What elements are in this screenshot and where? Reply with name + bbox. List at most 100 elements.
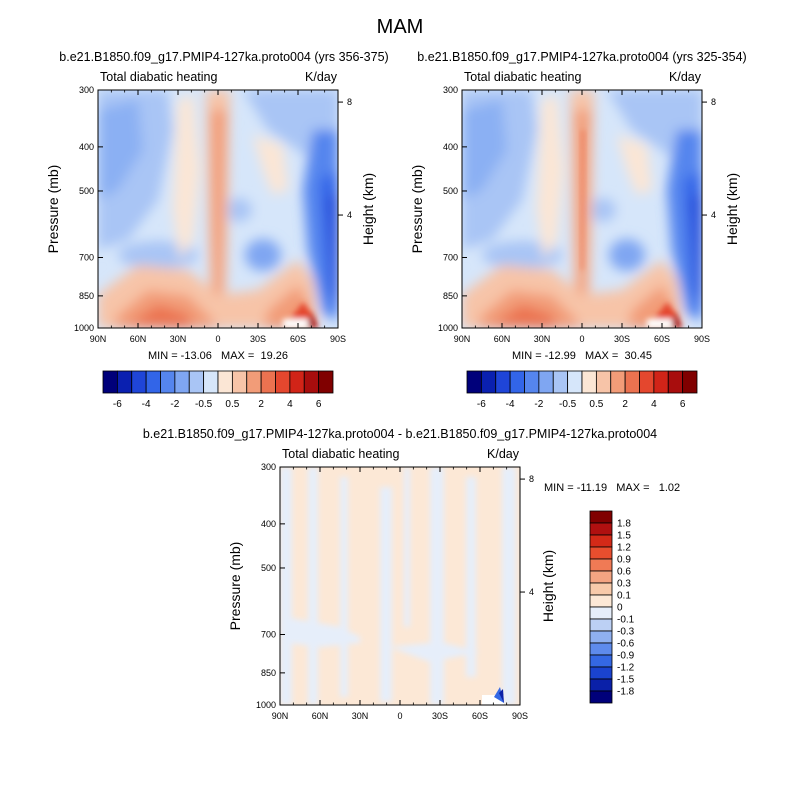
x-tick-label: 0 [397, 711, 402, 721]
colorbar-box [160, 370, 176, 394]
colorbar-box [116, 370, 133, 394]
y-tick-label: 850 [79, 291, 94, 301]
colorbar-box [231, 370, 248, 394]
x-tick-label: 30N [534, 334, 551, 344]
colorbar-label: 0.5 [225, 399, 239, 410]
y-tick-label: 1000 [74, 323, 94, 333]
colorbar-box [174, 370, 190, 394]
y-tick-label: 500 [79, 186, 94, 196]
contour-field [280, 467, 520, 705]
colorbar-label: -1.2 [617, 663, 635, 674]
colorbar-box [595, 370, 612, 394]
y-tick-label: 400 [79, 142, 94, 152]
colorbar-box [260, 370, 276, 394]
y-tick-label: 700 [443, 252, 458, 262]
axes: 90N 60N 30N 0 30S 60S 90S 300 400 500 700 850 1000 8 4 [438, 85, 716, 344]
colorbar-box [188, 370, 205, 394]
y-tick-label: 1000 [438, 323, 458, 333]
min-max-label: MIN = -12.99 MAX = 30.45 [512, 350, 652, 362]
panel-difference: b.e21.B1850.f09_g17.PMIP4-127ka.proto004… [143, 427, 680, 721]
colorbar-box [466, 370, 482, 394]
figure-title: MAM [377, 16, 424, 38]
panel-title: b.e21.B1850.f09_g17.PMIP4-127ka.proto004… [59, 50, 388, 64]
colorbar-box [303, 370, 320, 394]
x-tick-label: 60S [472, 711, 488, 721]
colorbar-box [589, 594, 613, 608]
colorbar-box [589, 630, 613, 644]
colorbar-label: -0.5 [195, 399, 213, 410]
left-string: Total diabatic heating [464, 70, 581, 84]
colorbar-box [552, 370, 569, 394]
colorbar-box [589, 510, 613, 524]
colorbar-label: 6 [316, 399, 322, 410]
colorbar-label: -2 [170, 399, 179, 410]
colorbar-label: -2 [534, 399, 543, 410]
x-tick-label: 90N [272, 711, 289, 721]
colorbar-box [589, 558, 613, 572]
colorbar-box [203, 370, 219, 394]
colorbar-label: 1.8 [617, 519, 631, 530]
right-string: K/day [669, 70, 702, 84]
x-tick-label: 90S [512, 711, 528, 721]
x-tick-label: 90N [454, 334, 471, 344]
panel-top-right: b.e21.B1850.f09_g17.PMIP4-127ka.proto004… [409, 50, 747, 410]
colorbar-box [589, 522, 613, 536]
colorbar-box [653, 370, 669, 394]
colorbar-label: -1.5 [617, 675, 635, 686]
y-tick-label: 1000 [256, 700, 276, 710]
x-tick-label: 60N [494, 334, 511, 344]
colorbar-label: 0.9 [617, 555, 631, 566]
panel-top-left: b.e21.B1850.f09_g17.PMIP4-127ka.proto004… [45, 50, 389, 410]
colorbar-box [639, 370, 655, 394]
colorbar-box [589, 606, 613, 620]
y-tick-right-label: 4 [347, 210, 352, 220]
colorbar-box [318, 370, 334, 394]
colorbar-box [480, 370, 497, 394]
y-axis-label: Pressure (mb) [45, 165, 61, 254]
colorbar-label: 4 [651, 399, 657, 410]
y-tick-label: 850 [443, 291, 458, 301]
x-tick-label: 90S [330, 334, 346, 344]
x-tick-label: 60N [312, 711, 329, 721]
y-tick-label: 850 [261, 668, 276, 678]
colorbar-box [589, 642, 613, 656]
contour-field [462, 90, 702, 328]
x-tick-label: 60N [130, 334, 147, 344]
colorbar-box [610, 370, 626, 394]
x-tick-label: 0 [215, 334, 220, 344]
colorbar-box [495, 370, 511, 394]
colorbar: -6 -4 -2 -0.5 0.5 2 4 6 [466, 370, 698, 410]
colorbar-label: -6 [113, 399, 122, 410]
y-tick-right-label: 8 [711, 97, 716, 107]
colorbar-box [581, 370, 597, 394]
left-string: Total diabatic heating [100, 70, 217, 84]
y-tick-right-label: 8 [529, 474, 534, 484]
y-axis-label-right: Height (km) [360, 173, 376, 245]
colorbar-label: 0.6 [617, 567, 631, 578]
colorbar-label: -1.8 [617, 687, 635, 698]
left-string: Total diabatic heating [282, 447, 399, 461]
axes: 90N 60N 30N 0 30S 60S 90S 300 400 500 700 850 1000 8 4 [74, 85, 352, 344]
colorbar-box [538, 370, 554, 394]
colorbar: 1.81.51.20.90.60.30.10-0.1-0.3-0.6-0.9-1… [589, 510, 635, 704]
colorbar-box [102, 370, 118, 394]
y-tick-label: 300 [443, 85, 458, 95]
x-tick-label: 0 [579, 334, 584, 344]
colorbar-label: 6 [680, 399, 686, 410]
colorbar-label: 2 [258, 399, 264, 410]
colorbar-label: 0.3 [617, 579, 631, 590]
colorbar-label: 1.2 [617, 543, 631, 554]
colorbar-box [589, 534, 613, 548]
y-axis-label: Pressure (mb) [227, 542, 243, 631]
colorbar-box [131, 370, 147, 394]
colorbar-label: 0.5 [589, 399, 603, 410]
y-tick-label: 700 [79, 252, 94, 262]
colorbar-label: -4 [506, 399, 515, 410]
colorbar: -6 -4 -2 -0.5 0.5 2 4 6 [102, 370, 334, 410]
colorbar-box [289, 370, 305, 394]
colorbar-label: -0.5 [559, 399, 577, 410]
y-axis-label-right: Height (km) [724, 173, 740, 245]
colorbar-label: -0.1 [617, 615, 635, 626]
y-tick-right-label: 4 [529, 587, 534, 597]
